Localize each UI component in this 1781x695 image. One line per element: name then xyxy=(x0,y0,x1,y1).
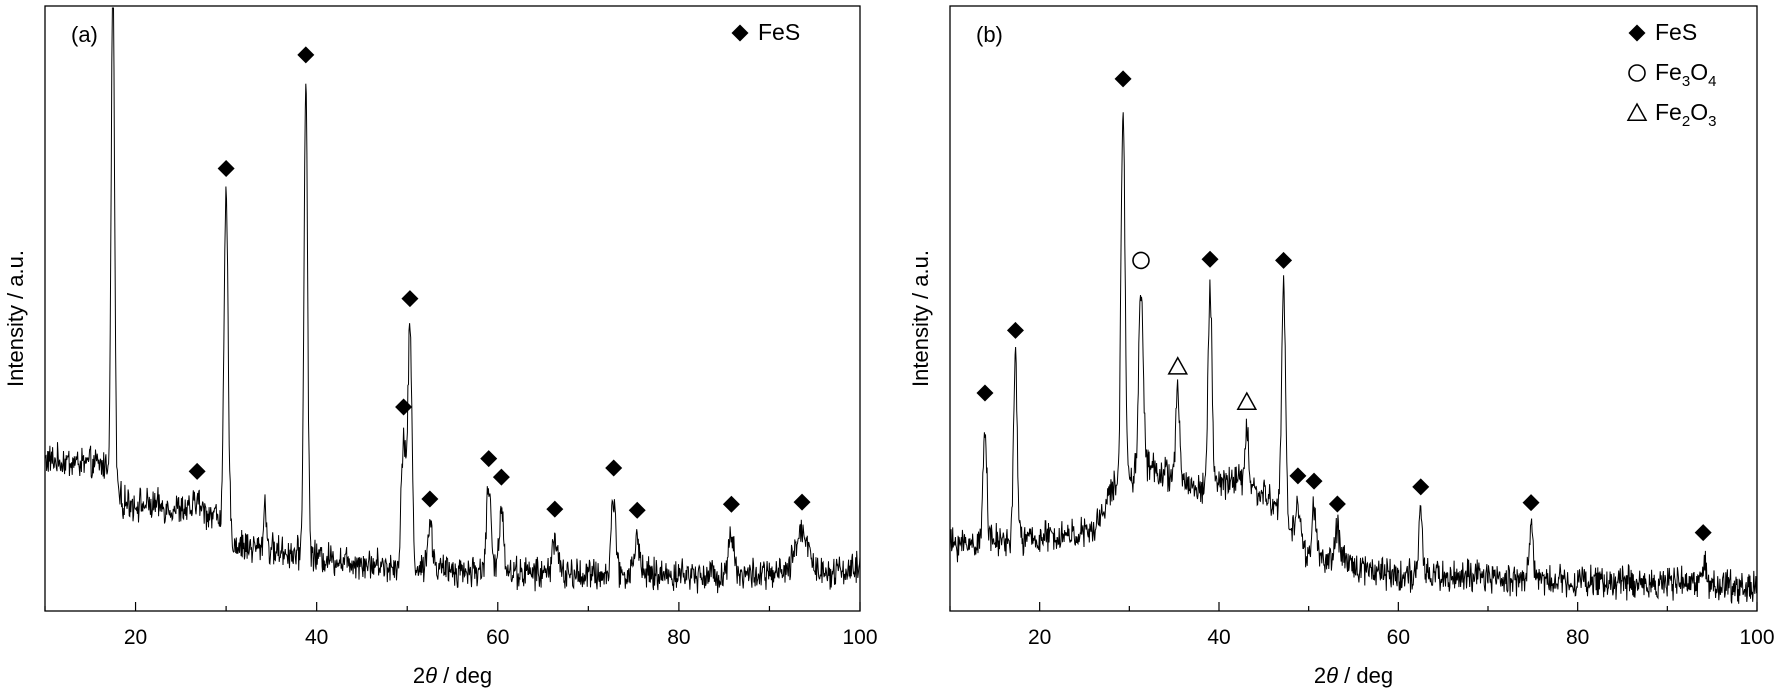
x-axis-label: 2θ / deg xyxy=(413,663,492,688)
x-tick-label: 80 xyxy=(1566,626,1589,649)
peak-marker-filled-diamond xyxy=(1275,251,1293,269)
legend-label-part: FeS xyxy=(1655,19,1697,45)
x-axis-label: 2θ / deg xyxy=(1314,663,1393,688)
x-axis-label-suffix: / deg xyxy=(437,663,492,688)
y-axis-label: Intensity / a.u. xyxy=(908,250,933,387)
x-axis-label-theta: θ xyxy=(1326,663,1338,688)
plot-frame xyxy=(44,5,861,612)
peak-marker-filled-diamond xyxy=(1006,321,1024,339)
peak-marker-open-triangle xyxy=(1236,391,1258,410)
x-tick-label: 20 xyxy=(1028,626,1051,649)
xrd-trace xyxy=(44,7,861,594)
peak-marker-filled-diamond xyxy=(1201,250,1219,268)
x-tick-label: 80 xyxy=(667,626,690,649)
legend-symbol-filled-diamond xyxy=(731,24,749,42)
y-axis-label: Intensity / a.u. xyxy=(3,250,28,387)
legend-label-part: Fe xyxy=(1655,99,1682,125)
legend-label-subscript: 2 xyxy=(1682,113,1690,130)
x-tick-label: 40 xyxy=(305,626,328,649)
legend-entry: Fe3O4 xyxy=(1628,59,1716,90)
legend-label: Fe3O4 xyxy=(1655,59,1716,90)
x-axis-label-theta: θ xyxy=(425,663,437,688)
legend-label: FeS xyxy=(1655,19,1697,45)
legend-label-part: O xyxy=(1690,99,1708,125)
xrd-trace xyxy=(949,112,1758,604)
peak-marker-filled-diamond xyxy=(546,500,564,518)
peak-marker-filled-diamond xyxy=(628,501,646,519)
peak-marker-filled-diamond xyxy=(976,384,994,402)
x-axis-label-prefix: 2 xyxy=(1314,663,1326,688)
peak-marker-filled-diamond xyxy=(401,290,419,308)
peak-marker-filled-diamond xyxy=(1522,494,1540,512)
peak-marker-filled-diamond xyxy=(1289,467,1307,485)
legend-label-subscript: 4 xyxy=(1708,73,1716,90)
peak-marker-filled-diamond xyxy=(421,490,439,508)
peak-marker-filled-diamond xyxy=(1114,70,1132,88)
legend-symbol-open-triangle xyxy=(1626,102,1648,121)
peak-marker-filled-diamond xyxy=(1412,478,1430,496)
legend-label-part: FeS xyxy=(758,19,800,45)
x-tick-label: 100 xyxy=(842,626,877,649)
panel-label: (a) xyxy=(71,22,98,47)
peak-marker-open-circle xyxy=(1132,251,1150,270)
peak-marker-filled-diamond xyxy=(605,459,623,477)
panel-a: 20 40 60 80 100 2θ / deg Intensity / a.u. (a) Fe… xyxy=(3,5,878,688)
peak-marker-filled-diamond xyxy=(492,468,510,486)
peak-marker-filled-diamond xyxy=(1694,524,1712,542)
peak-marker-filled-diamond xyxy=(793,493,811,511)
x-tick-label: 40 xyxy=(1207,626,1230,649)
peak-marker-filled-diamond xyxy=(217,159,235,177)
legend-symbol-filled-diamond xyxy=(1628,24,1646,42)
legend-label-part: Fe xyxy=(1655,59,1682,85)
peak-marker-filled-diamond xyxy=(395,398,413,416)
legend-entry: Fe2O3 xyxy=(1626,99,1716,130)
peak-marker-filled-diamond xyxy=(480,450,498,468)
x-tick-label: 60 xyxy=(486,626,509,649)
legend-label-subscript: 3 xyxy=(1708,113,1716,130)
peak-marker-filled-diamond xyxy=(722,495,740,513)
peak-marker-open-triangle xyxy=(1167,356,1189,375)
x-tick-label: 20 xyxy=(124,626,147,649)
x-tick-label: 100 xyxy=(1739,626,1774,649)
x-axis-label-prefix: 2 xyxy=(413,663,425,688)
plot-frame xyxy=(949,5,1758,612)
peak-marker-filled-diamond xyxy=(1305,472,1323,490)
panel-label: (b) xyxy=(976,22,1003,47)
legend-label: FeS xyxy=(758,19,800,45)
legend-entry: FeS xyxy=(731,19,800,45)
legend-label-part: O xyxy=(1690,59,1708,85)
legend-label-subscript: 3 xyxy=(1682,73,1690,90)
x-axis-label-suffix: / deg xyxy=(1338,663,1393,688)
x-tick-label: 60 xyxy=(1387,626,1410,649)
peak-marker-filled-diamond xyxy=(188,462,206,480)
legend-entry: FeS xyxy=(1628,19,1697,45)
legend-label: Fe2O3 xyxy=(1655,99,1716,130)
legend-symbol-open-circle xyxy=(1628,64,1646,82)
peak-marker-filled-diamond xyxy=(1328,495,1346,513)
peak-marker-filled-diamond xyxy=(297,46,315,64)
